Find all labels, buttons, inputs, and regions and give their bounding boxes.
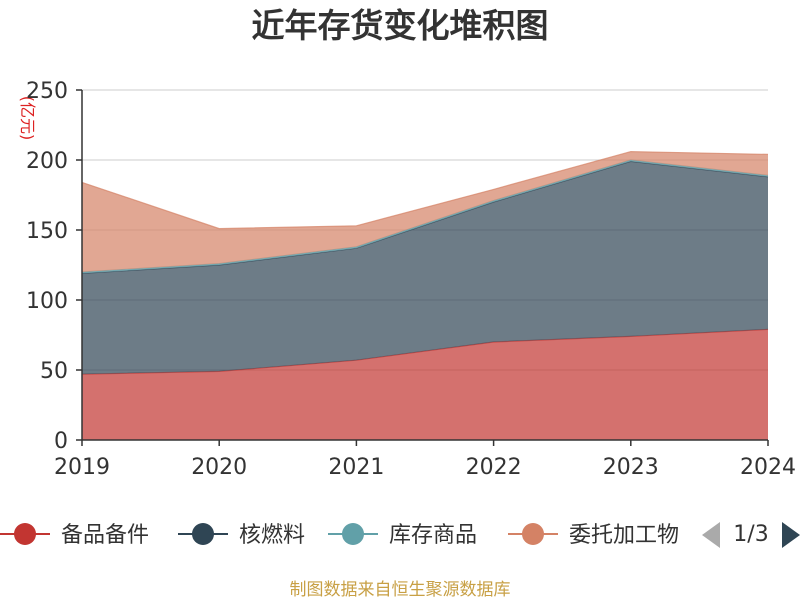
x-tick-label: 2021: [328, 455, 384, 480]
legend-item[interactable]: 备品备件: [0, 523, 149, 548]
legend-label: 委托加工物: [569, 523, 679, 548]
y-tick-label: 200: [26, 149, 68, 174]
chart-title: 近年存货变化堆积图: [252, 6, 549, 45]
legend-page-indicator: 1/3: [733, 522, 768, 547]
y-tick-label: 150: [26, 219, 68, 244]
x-tick-label: 2024: [740, 455, 796, 480]
y-axis-unit: (亿元): [18, 96, 37, 141]
series-line-4: [81, 150, 769, 230]
legend-marker-icon: [192, 523, 214, 545]
legend-marker-icon: [14, 523, 36, 545]
axes: [81, 90, 768, 441]
legend-label: 备品备件: [61, 523, 149, 548]
legend-label: 核燃料: [239, 523, 305, 548]
area-series-4: [82, 151, 768, 272]
y-tick-label: 50: [40, 359, 68, 384]
x-tick-label: 2023: [603, 455, 659, 480]
legend-label: 库存商品: [389, 523, 477, 548]
x-tick-label: 2022: [466, 455, 522, 480]
legend: 备品备件 核燃料 库存商品 委托加工物: [0, 523, 679, 548]
area-series-2: [82, 161, 768, 375]
y-tick-label: 100: [26, 289, 68, 314]
legend-item[interactable]: 委托加工物: [508, 523, 679, 548]
legend-prev-arrow-icon[interactable]: [702, 522, 720, 548]
x-axis-ticks: 2019 2020 2021 2022 2023 2024: [54, 440, 796, 480]
area-series: [81, 150, 769, 440]
data-source-note: 制图数据来自恒生聚源数据库: [290, 580, 511, 600]
legend-marker-icon: [522, 523, 544, 545]
legend-pager: 1/3: [702, 522, 800, 548]
y-tick-label: 0: [54, 429, 68, 454]
legend-marker-icon: [342, 523, 364, 545]
y-axis-ticks: 0 50 100 150 200 250: [26, 79, 82, 454]
legend-next-arrow-icon[interactable]: [782, 522, 800, 548]
x-tick-label: 2020: [191, 455, 247, 480]
legend-item[interactable]: 库存商品: [328, 523, 477, 548]
y-tick-label: 250: [26, 79, 68, 104]
area-series-1: [82, 329, 768, 440]
x-tick-label: 2019: [54, 455, 110, 480]
legend-item[interactable]: 核燃料: [178, 523, 305, 548]
